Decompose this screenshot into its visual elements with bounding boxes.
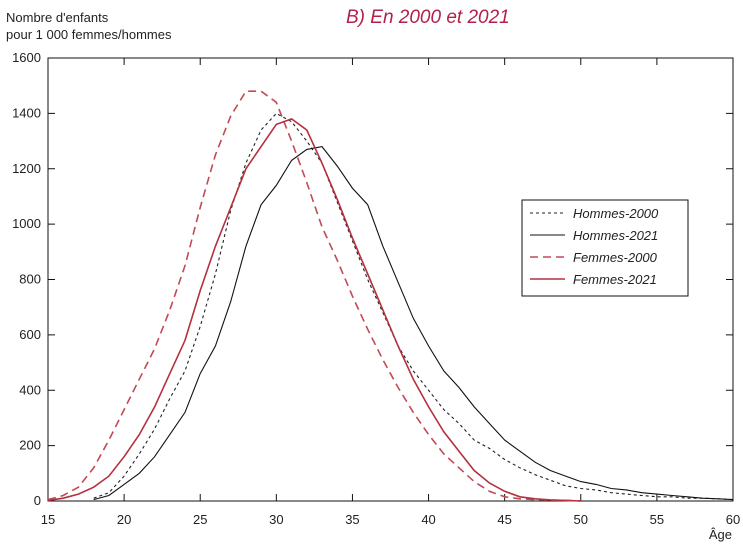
x-tick-label: 15 (41, 512, 55, 527)
x-tick-label: 55 (650, 512, 664, 527)
y-tick-label: 600 (19, 327, 41, 342)
series-line-femmes-2021 (47, 118, 581, 502)
x-axis-label: Âge (709, 527, 732, 542)
x-tick-label: 45 (497, 512, 511, 527)
series-line-femmes-2000 (47, 90, 581, 502)
y-tick-label: 1000 (12, 216, 41, 231)
x-tick-label: 30 (269, 512, 283, 527)
x-tick-label: 60 (726, 512, 740, 527)
y-tick-label: 0 (34, 493, 41, 508)
x-tick-label: 40 (421, 512, 435, 527)
legend-label: Femmes-2000 (573, 250, 658, 265)
axis-ticks: 15 20 25 30 35 40 45 50 55 6002004006008001000120… (12, 50, 740, 527)
y-tick-label: 1200 (12, 161, 41, 176)
legend-label: Hommes-2000 (573, 206, 659, 221)
y-tick-label: 1600 (12, 50, 41, 65)
x-tick-label: 35 (345, 512, 359, 527)
legend-label: Femmes-2021 (573, 272, 657, 287)
y-tick-label: 1400 (12, 105, 41, 120)
y-axis-label-line1: Nombre d'enfants (6, 10, 109, 25)
chart-title: B) En 2000 et 2021 (346, 7, 510, 28)
series-lines (47, 90, 734, 502)
y-tick-label: 800 (19, 272, 41, 287)
x-tick-label: 50 (574, 512, 588, 527)
y-tick-label: 200 (19, 438, 41, 453)
x-tick-label: 20 (117, 512, 131, 527)
y-axis-label-line2: pour 1 000 femmes/hommes (6, 27, 172, 42)
y-tick-label: 400 (19, 382, 41, 397)
series-line-hommes-2000 (93, 112, 734, 501)
x-tick-label: 25 (193, 512, 207, 527)
legend: Hommes-2000 Hommes-2021 Femmes-2000 Femmes-… (521, 199, 689, 297)
legend-box (521, 199, 689, 297)
series-line-hommes-2021 (93, 145, 734, 501)
legend-label: Hommes-2021 (573, 228, 658, 243)
